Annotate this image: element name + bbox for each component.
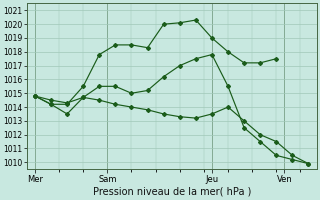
X-axis label: Pression niveau de la mer( hPa ): Pression niveau de la mer( hPa )	[92, 187, 251, 197]
